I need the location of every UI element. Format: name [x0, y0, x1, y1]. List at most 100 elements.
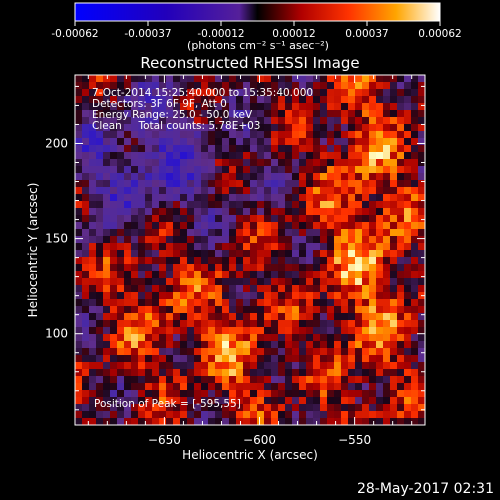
heatmap-pixel — [306, 390, 314, 398]
heatmap-pixel — [215, 152, 223, 160]
heatmap-pixel — [131, 404, 139, 412]
heatmap-pixel — [138, 404, 146, 412]
heatmap-pixel — [250, 236, 258, 244]
heatmap-pixel — [75, 82, 83, 90]
heatmap-pixel — [222, 271, 230, 279]
heatmap-pixel — [390, 299, 398, 307]
heatmap-pixel — [75, 278, 83, 286]
heatmap-pixel — [355, 257, 363, 265]
heatmap-pixel — [124, 194, 132, 202]
heatmap-pixel — [306, 82, 314, 90]
heatmap-pixel — [215, 292, 223, 300]
heatmap-pixel — [397, 390, 405, 398]
heatmap-pixel — [292, 194, 300, 202]
heatmap-pixel — [243, 152, 251, 160]
heatmap-pixel — [313, 341, 321, 349]
heatmap-pixel — [187, 159, 195, 167]
heatmap-pixel — [131, 89, 139, 97]
heatmap-pixel — [166, 334, 174, 342]
heatmap-pixel — [229, 306, 237, 314]
heatmap-pixel — [229, 271, 237, 279]
heatmap-pixel — [117, 145, 125, 153]
heatmap-pixel — [96, 383, 104, 391]
heatmap-pixel — [376, 404, 384, 412]
heatmap-pixel — [173, 271, 181, 279]
heatmap-pixel — [187, 180, 195, 188]
heatmap-pixel — [96, 327, 104, 335]
heatmap-pixel — [201, 411, 209, 419]
heatmap-pixel — [285, 187, 293, 195]
heatmap-pixel — [173, 369, 181, 377]
heatmap-pixel — [341, 180, 349, 188]
heatmap-pixel — [383, 145, 391, 153]
heatmap-pixel — [348, 180, 356, 188]
heatmap-pixel — [166, 201, 174, 209]
heatmap-pixel — [383, 257, 391, 265]
heatmap-pixel — [348, 306, 356, 314]
heatmap-pixel — [404, 285, 412, 293]
heatmap-pixel — [334, 173, 342, 181]
heatmap-pixel — [145, 355, 153, 363]
heatmap-pixel — [320, 159, 328, 167]
heatmap-pixel — [278, 327, 286, 335]
heatmap-pixel — [299, 390, 307, 398]
heatmap-pixel — [341, 145, 349, 153]
heatmap-pixel — [348, 411, 356, 419]
heatmap-pixel — [180, 327, 188, 335]
heatmap-pixel — [166, 89, 174, 97]
heatmap-pixel — [341, 306, 349, 314]
heatmap-pixel — [173, 159, 181, 167]
heatmap-pixel — [131, 201, 139, 209]
heatmap-pixel — [208, 327, 216, 335]
heatmap-pixel — [418, 173, 425, 181]
heatmap-pixel — [355, 271, 363, 279]
heatmap-pixel — [306, 341, 314, 349]
heatmap-pixel — [292, 313, 300, 321]
heatmap-pixel — [103, 208, 111, 216]
heatmap-pixel — [320, 236, 328, 244]
heatmap-pixel — [173, 187, 181, 195]
heatmap-pixel — [334, 159, 342, 167]
heatmap-pixel — [271, 271, 279, 279]
heatmap-pixel — [285, 278, 293, 286]
heatmap-pixel — [229, 117, 237, 125]
heatmap-pixel — [229, 152, 237, 160]
heatmap-pixel — [180, 180, 188, 188]
heatmap-pixel — [215, 306, 223, 314]
heatmap-pixel — [215, 313, 223, 321]
heatmap-pixel — [348, 257, 356, 265]
heatmap-pixel — [166, 257, 174, 265]
heatmap-pixel — [124, 411, 132, 419]
heatmap-pixel — [404, 390, 412, 398]
heatmap-pixel — [271, 159, 279, 167]
heatmap-pixel — [355, 376, 363, 384]
heatmap-pixel — [194, 222, 202, 230]
heatmap-pixel — [397, 145, 405, 153]
heatmap-pixel — [397, 355, 405, 363]
heatmap-pixel — [194, 215, 202, 223]
heatmap-pixel — [397, 348, 405, 356]
heatmap-pixel — [369, 348, 377, 356]
heatmap-pixel — [194, 117, 202, 125]
heatmap-pixel — [285, 404, 293, 412]
heatmap-pixel — [383, 348, 391, 356]
heatmap-pixel — [250, 152, 258, 160]
heatmap-pixel — [292, 264, 300, 272]
heatmap-pixel — [327, 250, 335, 258]
heatmap-pixel — [131, 229, 139, 237]
heatmap-pixel — [152, 348, 160, 356]
heatmap-pixel — [278, 376, 286, 384]
heatmap-pixel — [89, 264, 97, 272]
heatmap-pixel — [138, 201, 146, 209]
heatmap-pixel — [96, 397, 104, 405]
heatmap-pixel — [110, 397, 118, 405]
heatmap-pixel — [201, 390, 209, 398]
heatmap-pixel — [411, 117, 419, 125]
heatmap-pixel — [222, 166, 230, 174]
y-tick-label: 100 — [45, 327, 68, 341]
heatmap-pixel — [404, 82, 412, 90]
heatmap-pixel — [89, 418, 97, 425]
heatmap-pixel — [313, 264, 321, 272]
heatmap-pixel — [180, 334, 188, 342]
heatmap-pixel — [376, 131, 384, 139]
